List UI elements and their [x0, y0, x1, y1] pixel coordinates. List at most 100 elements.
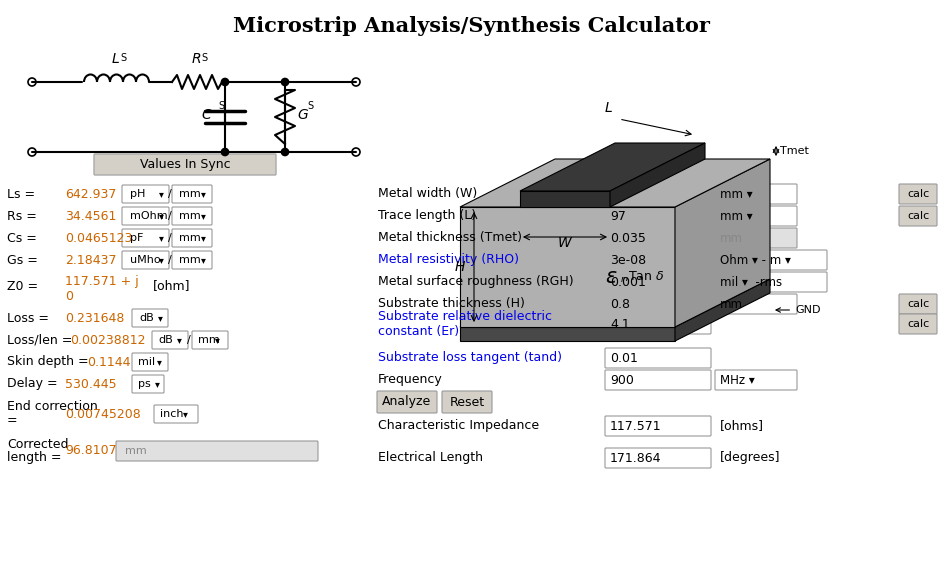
FancyBboxPatch shape: [605, 272, 711, 292]
Text: [degrees]: [degrees]: [720, 452, 781, 464]
FancyBboxPatch shape: [94, 154, 276, 175]
Text: calc: calc: [907, 319, 929, 329]
FancyBboxPatch shape: [715, 184, 797, 204]
Text: 0.2: 0.2: [610, 187, 630, 201]
Text: length =: length =: [7, 452, 61, 464]
Text: G: G: [297, 108, 307, 122]
Text: 3e-08: 3e-08: [610, 254, 646, 267]
Text: uMho: uMho: [130, 255, 160, 265]
FancyBboxPatch shape: [605, 228, 711, 248]
FancyBboxPatch shape: [132, 353, 168, 371]
FancyBboxPatch shape: [172, 185, 212, 203]
Text: pF: pF: [130, 233, 143, 243]
Text: R: R: [191, 52, 201, 66]
Text: ▾: ▾: [201, 255, 206, 265]
Text: calc: calc: [907, 189, 929, 199]
Polygon shape: [675, 159, 770, 327]
Text: mm: mm: [179, 233, 201, 243]
FancyBboxPatch shape: [605, 206, 711, 226]
Text: ▾: ▾: [201, 233, 206, 243]
Text: pH: pH: [130, 189, 145, 199]
Circle shape: [282, 148, 289, 155]
FancyBboxPatch shape: [605, 370, 711, 390]
Polygon shape: [520, 191, 610, 207]
Text: ▾: ▾: [215, 335, 220, 345]
Text: ▾: ▾: [159, 255, 164, 265]
Text: mm ▾: mm ▾: [720, 210, 753, 222]
Text: ▾: ▾: [201, 211, 206, 221]
FancyBboxPatch shape: [377, 391, 437, 413]
Text: mm: mm: [179, 189, 201, 199]
Text: ▾: ▾: [158, 313, 163, 323]
Text: 0.8: 0.8: [610, 297, 630, 311]
Text: 0.00238812: 0.00238812: [70, 333, 145, 346]
FancyBboxPatch shape: [122, 229, 169, 247]
Text: =: =: [7, 414, 18, 428]
Text: 97: 97: [610, 210, 626, 222]
Text: Delay =: Delay =: [7, 378, 58, 391]
Text: Metal surface roughness (RGH): Metal surface roughness (RGH): [378, 275, 573, 289]
Circle shape: [222, 148, 228, 155]
Polygon shape: [675, 279, 770, 341]
Text: 34.4561: 34.4561: [65, 210, 116, 222]
Text: 0.00745208: 0.00745208: [65, 407, 141, 421]
Text: Metal resistivity (RHO): Metal resistivity (RHO): [378, 254, 519, 267]
Text: ▾: ▾: [201, 189, 206, 199]
Text: Ohm ▾ - m ▾: Ohm ▾ - m ▾: [720, 254, 791, 267]
Text: GND: GND: [776, 305, 820, 315]
Text: L: L: [605, 101, 613, 115]
Text: ▾: ▾: [159, 233, 164, 243]
Text: mil: mil: [138, 357, 156, 367]
Text: mOhm: mOhm: [130, 211, 168, 221]
Polygon shape: [460, 207, 675, 327]
Text: 0.231648: 0.231648: [65, 311, 124, 325]
FancyBboxPatch shape: [899, 294, 937, 314]
Text: Ls =: Ls =: [7, 187, 35, 201]
FancyBboxPatch shape: [715, 272, 827, 292]
Text: Reset: Reset: [450, 396, 485, 409]
Text: Frequency: Frequency: [378, 374, 443, 386]
FancyBboxPatch shape: [605, 184, 711, 204]
FancyBboxPatch shape: [899, 206, 937, 226]
Text: mil ▾  -rms: mil ▾ -rms: [720, 275, 782, 289]
Text: 900: 900: [610, 374, 634, 386]
Text: /: /: [187, 335, 190, 345]
Text: L: L: [111, 52, 119, 66]
Text: calc: calc: [907, 299, 929, 309]
FancyBboxPatch shape: [116, 441, 318, 461]
Text: Characteristic Impedance: Characteristic Impedance: [378, 420, 539, 432]
Text: 117.571: 117.571: [610, 420, 662, 432]
Text: $_{r}$,Tan $\delta$: $_{r}$,Tan $\delta$: [620, 269, 664, 285]
Text: Substrate thickness (H): Substrate thickness (H): [378, 297, 525, 311]
FancyBboxPatch shape: [605, 348, 711, 368]
Text: Z0 =: Z0 =: [7, 279, 38, 293]
Text: [ohms]: [ohms]: [720, 420, 764, 432]
Text: calc: calc: [907, 211, 929, 221]
FancyBboxPatch shape: [172, 251, 212, 269]
Text: 4.1: 4.1: [610, 318, 630, 331]
Text: Electrical Length: Electrical Length: [378, 452, 483, 464]
Text: S: S: [218, 101, 224, 111]
FancyBboxPatch shape: [715, 228, 797, 248]
Text: Analyze: Analyze: [382, 396, 432, 409]
Text: ▾: ▾: [183, 409, 188, 419]
Text: Cs =: Cs =: [7, 232, 37, 244]
Text: 642.937: 642.937: [65, 187, 116, 201]
Text: /: /: [168, 189, 172, 199]
Text: 96.8107: 96.8107: [65, 445, 117, 457]
Text: 0: 0: [65, 289, 73, 303]
Text: /: /: [168, 233, 172, 243]
Text: Skin depth =: Skin depth =: [7, 356, 89, 368]
Text: 117.571 + j: 117.571 + j: [65, 275, 139, 289]
FancyBboxPatch shape: [715, 294, 797, 314]
Text: ▾: ▾: [177, 335, 182, 345]
FancyBboxPatch shape: [605, 294, 711, 314]
FancyBboxPatch shape: [172, 207, 212, 225]
Text: 2.18437: 2.18437: [65, 254, 117, 267]
Text: S: S: [307, 101, 313, 111]
Text: ▾: ▾: [155, 379, 160, 389]
Text: Metal width (W): Metal width (W): [378, 187, 477, 201]
Text: 0.1144: 0.1144: [87, 356, 130, 368]
FancyBboxPatch shape: [715, 250, 827, 270]
Text: S: S: [201, 53, 207, 63]
